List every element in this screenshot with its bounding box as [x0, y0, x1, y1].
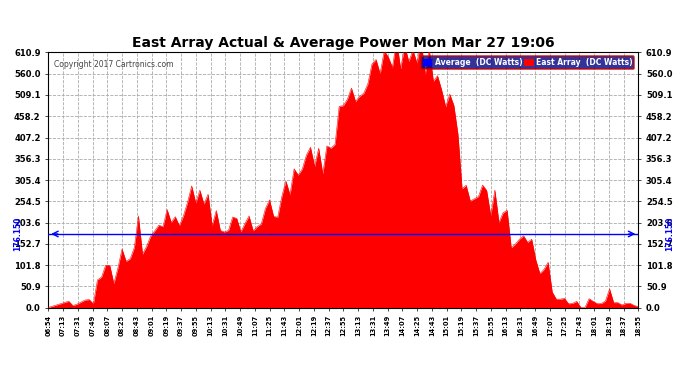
Text: 176.150: 176.150 [664, 217, 674, 251]
Legend: Average  (DC Watts), East Array  (DC Watts): Average (DC Watts), East Array (DC Watts… [421, 56, 634, 69]
Text: Copyright 2017 Cartronics.com: Copyright 2017 Cartronics.com [55, 60, 174, 69]
Text: 176.150: 176.150 [12, 217, 22, 251]
Title: East Array Actual & Average Power Mon Mar 27 19:06: East Array Actual & Average Power Mon Ma… [132, 36, 555, 50]
